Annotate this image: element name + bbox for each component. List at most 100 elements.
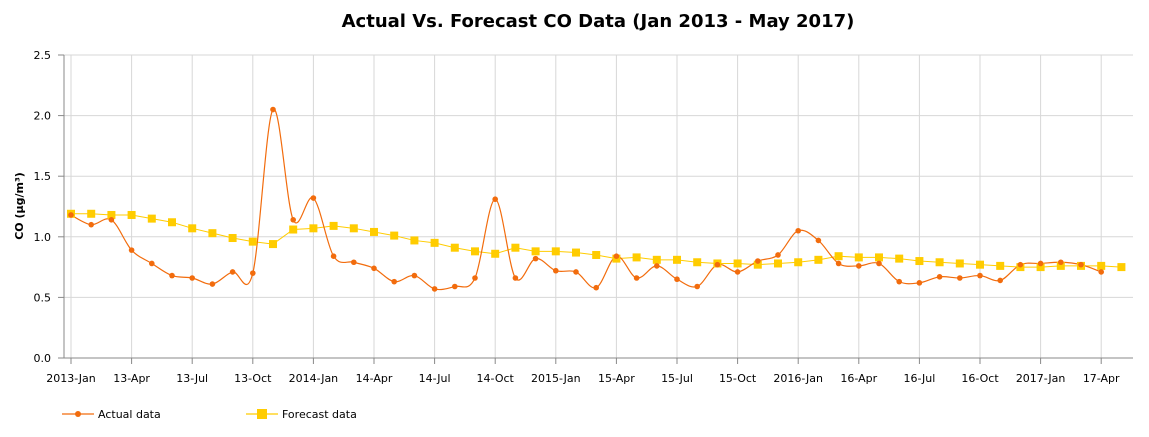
x-tick-label: 2013-Jan [46, 372, 96, 385]
actual-data-point [1037, 260, 1044, 267]
forecast-data-point [491, 249, 500, 258]
actual-data-point [997, 277, 1003, 284]
forecast-data-point [188, 224, 197, 233]
actual-data-point [977, 272, 983, 279]
forecast-data-point [652, 255, 661, 264]
actual-data-point [593, 284, 599, 291]
forecast-data-point [390, 231, 399, 240]
actual-data-point [472, 275, 478, 281]
forecast-data-point [471, 247, 479, 256]
forecast-data-point [349, 224, 358, 233]
forecast-data-point [370, 227, 378, 236]
actual-data-point [936, 273, 943, 280]
forecast-data-point [1036, 263, 1045, 272]
x-tick-label: 15-Apr [598, 372, 635, 385]
actual-data-point [815, 237, 822, 244]
forecast-data-point [107, 210, 116, 219]
forecast-data-point [592, 250, 601, 259]
y-tick-label: 1.5 [34, 170, 52, 183]
actual-data-point [290, 217, 297, 223]
x-tick-label: 13-Jul [176, 372, 208, 385]
forecast-data-point [955, 259, 964, 268]
forecast-data-point [450, 243, 459, 252]
actual-data-point [835, 260, 842, 267]
plot-axes: 0.0 0.5 1.0 1.5 2.0 2.5 2013-Jan 13-Apr 13-Jul 13… [34, 49, 1133, 385]
forecast-data-point [814, 255, 823, 264]
actual-data-point [351, 259, 357, 266]
actual-data-point [250, 270, 256, 276]
forecast-data-point [168, 218, 176, 227]
actual-data-point [229, 269, 236, 275]
actual-data-point [411, 272, 418, 279]
actual-data-point [88, 221, 94, 228]
forecast-data-point [915, 257, 924, 266]
actual-data-point [431, 286, 438, 292]
x-tick-label: 14-Apr [356, 372, 393, 385]
actual-data-point [512, 275, 519, 281]
forecast-data-point [753, 260, 762, 269]
actual-data-point [149, 260, 155, 267]
actual-data-point [270, 106, 276, 113]
forecast-data-point [410, 236, 419, 245]
actual-data-point [330, 253, 337, 259]
y-tick-label: 0.0 [34, 352, 52, 365]
x-tick-label: 14-Oct [477, 372, 515, 385]
forecast-data-point [774, 259, 782, 268]
forecast-data-point [289, 225, 298, 234]
forecast-data-point [875, 253, 883, 262]
actual-data-point [189, 275, 195, 281]
actual-data-point [734, 269, 741, 275]
actual-data-point [775, 252, 781, 258]
actual-data-point [1058, 259, 1064, 266]
actual-data-point [714, 261, 721, 268]
actual-data-point [1078, 261, 1084, 268]
actual-data-point [391, 278, 398, 285]
legend: Actual data Forecast data [62, 408, 357, 421]
y-tick-label: 1.0 [34, 231, 52, 244]
actual-data-point [553, 267, 559, 274]
forecast-data-point [673, 255, 681, 264]
legend-label-forecast: Forecast data [282, 408, 357, 421]
actual-data-point [896, 278, 902, 285]
forecast-data-point [430, 238, 439, 247]
series-line-forecast [71, 213, 1122, 268]
actual-data-point [128, 247, 135, 253]
actual-data-point [876, 260, 882, 267]
forecast-data-point [834, 252, 843, 261]
forecast-data-point [895, 254, 904, 263]
x-tick-label: 14-Jul [419, 372, 451, 385]
x-tick-label: 13-Apr [113, 372, 150, 385]
actual-data-point [755, 258, 761, 264]
actual-data-point [916, 280, 923, 286]
forecast-data-point [935, 258, 944, 267]
actual-data-point [856, 263, 862, 269]
legend-marker-forecast [257, 409, 267, 419]
actual-data-point [795, 227, 801, 234]
forecast-data-point [127, 210, 136, 219]
x-tick-label: 16-Oct [961, 372, 999, 385]
actual-data-point [654, 263, 660, 269]
series-line-actual [70, 108, 1102, 291]
x-tick-label: 2016-Jan [773, 372, 823, 385]
series-lines [70, 108, 1122, 291]
y-tick-label: 2.5 [34, 49, 52, 62]
forecast-data-point [208, 229, 217, 238]
legend-label-actual: Actual data [98, 408, 161, 421]
x-tick-label: 16-Apr [840, 372, 877, 385]
forecast-data-point [794, 258, 803, 267]
actual-data-point [310, 195, 317, 201]
x-tick-label: 15-Oct [719, 372, 757, 385]
x-tick-label: 16-Jul [903, 372, 935, 385]
forecast-data-point [531, 247, 540, 256]
forecast-data-point [309, 224, 318, 233]
forecast-data-point [572, 248, 580, 257]
actual-data-point [452, 283, 458, 290]
forecast-data-point [329, 221, 338, 230]
forecast-data-point [228, 234, 237, 243]
actual-data-point [371, 265, 377, 272]
actual-data-point [1098, 269, 1104, 275]
x-tick-label: 17-Apr [1083, 372, 1120, 385]
x-tick-label: 2015-Jan [531, 372, 581, 385]
y-tick-label: 2.0 [34, 110, 52, 123]
forecast-data-point [733, 259, 742, 268]
